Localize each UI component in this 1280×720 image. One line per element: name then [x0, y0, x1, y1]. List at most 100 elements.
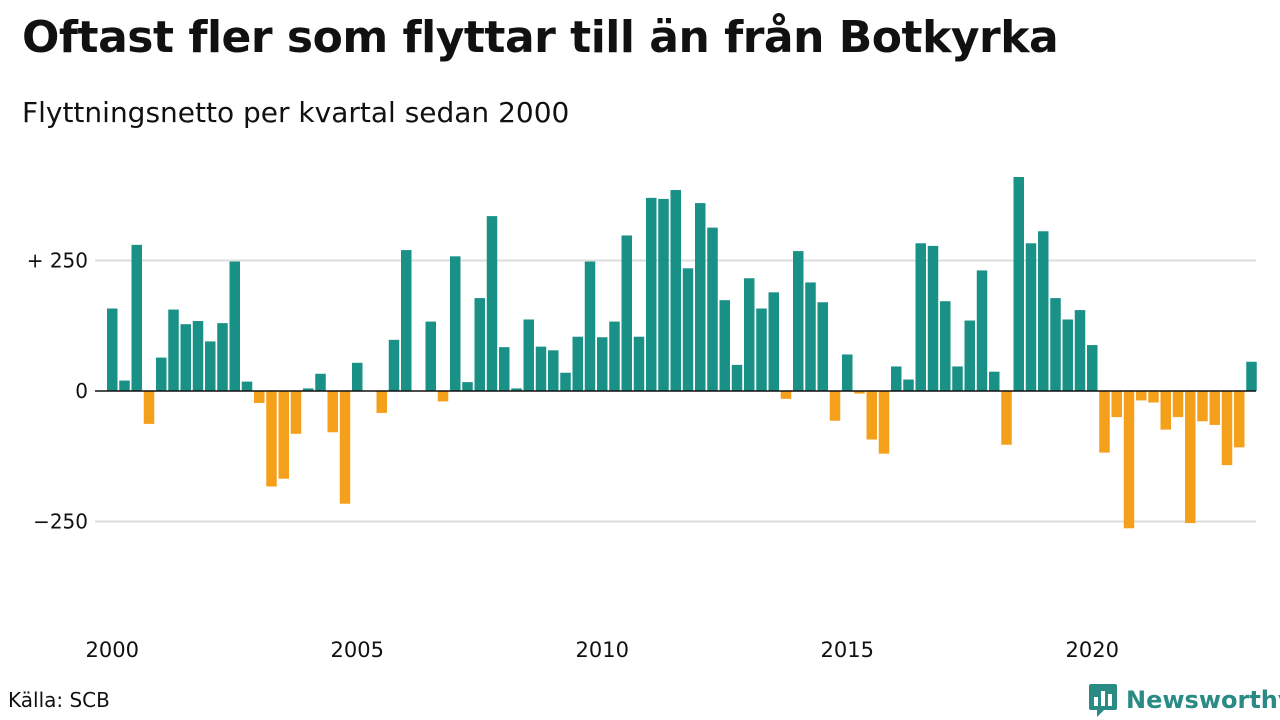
- chart-title: Oftast fler som flyttar till än från Bot…: [22, 12, 1059, 63]
- bar: [646, 197, 657, 391]
- bar: [523, 319, 534, 391]
- source-note: Källa: SCB: [8, 688, 110, 712]
- bar: [989, 371, 1000, 391]
- bar: [339, 391, 351, 504]
- bar: [156, 357, 167, 391]
- bar: [1246, 361, 1257, 391]
- bar: [486, 216, 498, 391]
- bar: [829, 391, 841, 421]
- bar: [1172, 391, 1184, 418]
- bar: [927, 245, 939, 391]
- bar: [535, 346, 547, 391]
- y-axis-ticks: + 250 0 −250: [27, 249, 88, 534]
- bar: [511, 388, 522, 391]
- bar: [633, 336, 645, 391]
- bar: [793, 251, 804, 391]
- bar: [107, 308, 118, 391]
- bar: [1234, 391, 1245, 448]
- bar: [1099, 391, 1110, 453]
- bars: [107, 176, 1257, 529]
- bar: [891, 366, 902, 391]
- bar: [168, 309, 179, 391]
- bar: [180, 324, 191, 391]
- bar: [756, 308, 767, 391]
- bar: [401, 250, 412, 391]
- x-tick-label: 2005: [331, 638, 384, 662]
- bar: [229, 261, 240, 391]
- bar: [1111, 391, 1122, 418]
- bar: [1136, 391, 1147, 401]
- bar: [695, 203, 706, 391]
- bar: [658, 198, 669, 391]
- bar: [976, 270, 988, 391]
- bar: [1062, 319, 1073, 391]
- bar: [462, 382, 473, 391]
- bar: [878, 391, 890, 454]
- bar: [842, 354, 853, 391]
- brand-logo: Newsworthy: [1088, 682, 1280, 718]
- bar: [731, 364, 743, 391]
- bar: [719, 300, 730, 391]
- bar: [1038, 231, 1049, 391]
- bar: [572, 336, 583, 391]
- bar: [1123, 391, 1135, 529]
- bar: [241, 381, 253, 391]
- bar: [217, 323, 228, 391]
- bar: [425, 321, 436, 391]
- bar-chart: + 250 0 −250 2000 2005 2010 2015 2020: [27, 176, 1257, 662]
- bar: [205, 341, 216, 391]
- bar: [278, 391, 289, 479]
- bar: [474, 298, 485, 391]
- bar: [352, 362, 363, 391]
- bar: [119, 380, 130, 391]
- bar: [315, 373, 326, 391]
- bar: [499, 347, 510, 391]
- bar: [1025, 243, 1037, 391]
- x-tick-label: 2000: [86, 638, 139, 662]
- bar: [548, 350, 559, 391]
- bar: [1050, 298, 1061, 391]
- y-tick-label: + 250: [27, 249, 88, 273]
- bar: [621, 235, 632, 391]
- x-tick-label: 2010: [576, 638, 629, 662]
- bar: [192, 321, 204, 391]
- bar: [437, 391, 449, 402]
- bar: [303, 388, 314, 391]
- bar: [609, 321, 620, 391]
- bar: [1074, 310, 1086, 391]
- bar: [376, 391, 387, 413]
- bar: [780, 391, 792, 399]
- bar: [290, 391, 302, 434]
- bar: [817, 302, 828, 391]
- bar: [903, 379, 914, 391]
- bar: [1001, 391, 1012, 445]
- bar: [952, 366, 963, 391]
- bar: [560, 372, 571, 391]
- bar: [1087, 345, 1098, 391]
- bar: [584, 261, 596, 391]
- bar: [327, 391, 338, 433]
- bar: [768, 292, 779, 391]
- bar: [866, 391, 877, 440]
- chart-subtitle: Flyttningsnetto per kvartal sedan 2000: [22, 96, 570, 129]
- bar: [266, 391, 277, 487]
- bar: [1197, 391, 1208, 422]
- bar: [254, 391, 265, 404]
- brand-name: Newsworthy: [1126, 686, 1280, 714]
- bar: [1209, 391, 1220, 425]
- bar: [388, 339, 400, 391]
- bar: [682, 268, 694, 391]
- x-tick-label: 2015: [821, 638, 874, 662]
- bar: [707, 227, 718, 391]
- newsworthy-logo-icon: [1089, 684, 1117, 717]
- x-axis-ticks: 2000 2005 2010 2015 2020: [86, 638, 1119, 662]
- bar: [450, 256, 461, 391]
- y-tick-label: 0: [75, 379, 88, 403]
- bar: [805, 282, 816, 391]
- bar: [1160, 391, 1171, 430]
- bar: [744, 278, 755, 391]
- bar: [597, 337, 608, 391]
- bar: [940, 301, 951, 391]
- bar: [915, 243, 926, 391]
- bar: [1185, 391, 1196, 524]
